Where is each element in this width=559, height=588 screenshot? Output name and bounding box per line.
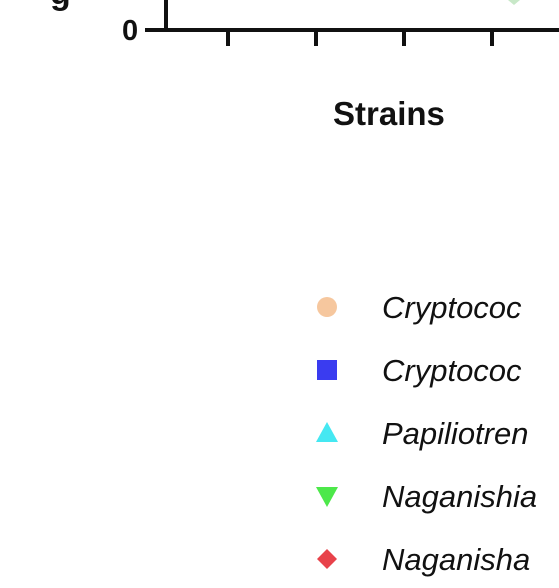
legend-marker-diamond xyxy=(317,549,337,569)
legend-marker-triangle-down xyxy=(316,487,338,507)
legend: Cryptococ Cryptococ Papiliotren Naganishia N… xyxy=(316,290,537,577)
legend-marker-triangle-up xyxy=(316,422,338,442)
y-axis-label-fragment: g xyxy=(50,0,71,12)
legend-label-1: Cryptococ xyxy=(382,290,522,325)
legend-marker-square xyxy=(317,360,337,380)
x-axis-title: Strains xyxy=(333,95,445,132)
legend-label-5: Naganisha xyxy=(382,542,530,577)
legend-label-3: Papiliotren xyxy=(382,416,528,451)
cropped-data-mark xyxy=(508,0,520,5)
legend-marker-circle xyxy=(317,297,337,317)
legend-label-2: Cryptococ xyxy=(382,353,522,388)
x-ticks xyxy=(226,30,494,46)
y-tick-label-0: 0 xyxy=(122,15,138,47)
legend-label-4: Naganishia xyxy=(382,479,537,514)
